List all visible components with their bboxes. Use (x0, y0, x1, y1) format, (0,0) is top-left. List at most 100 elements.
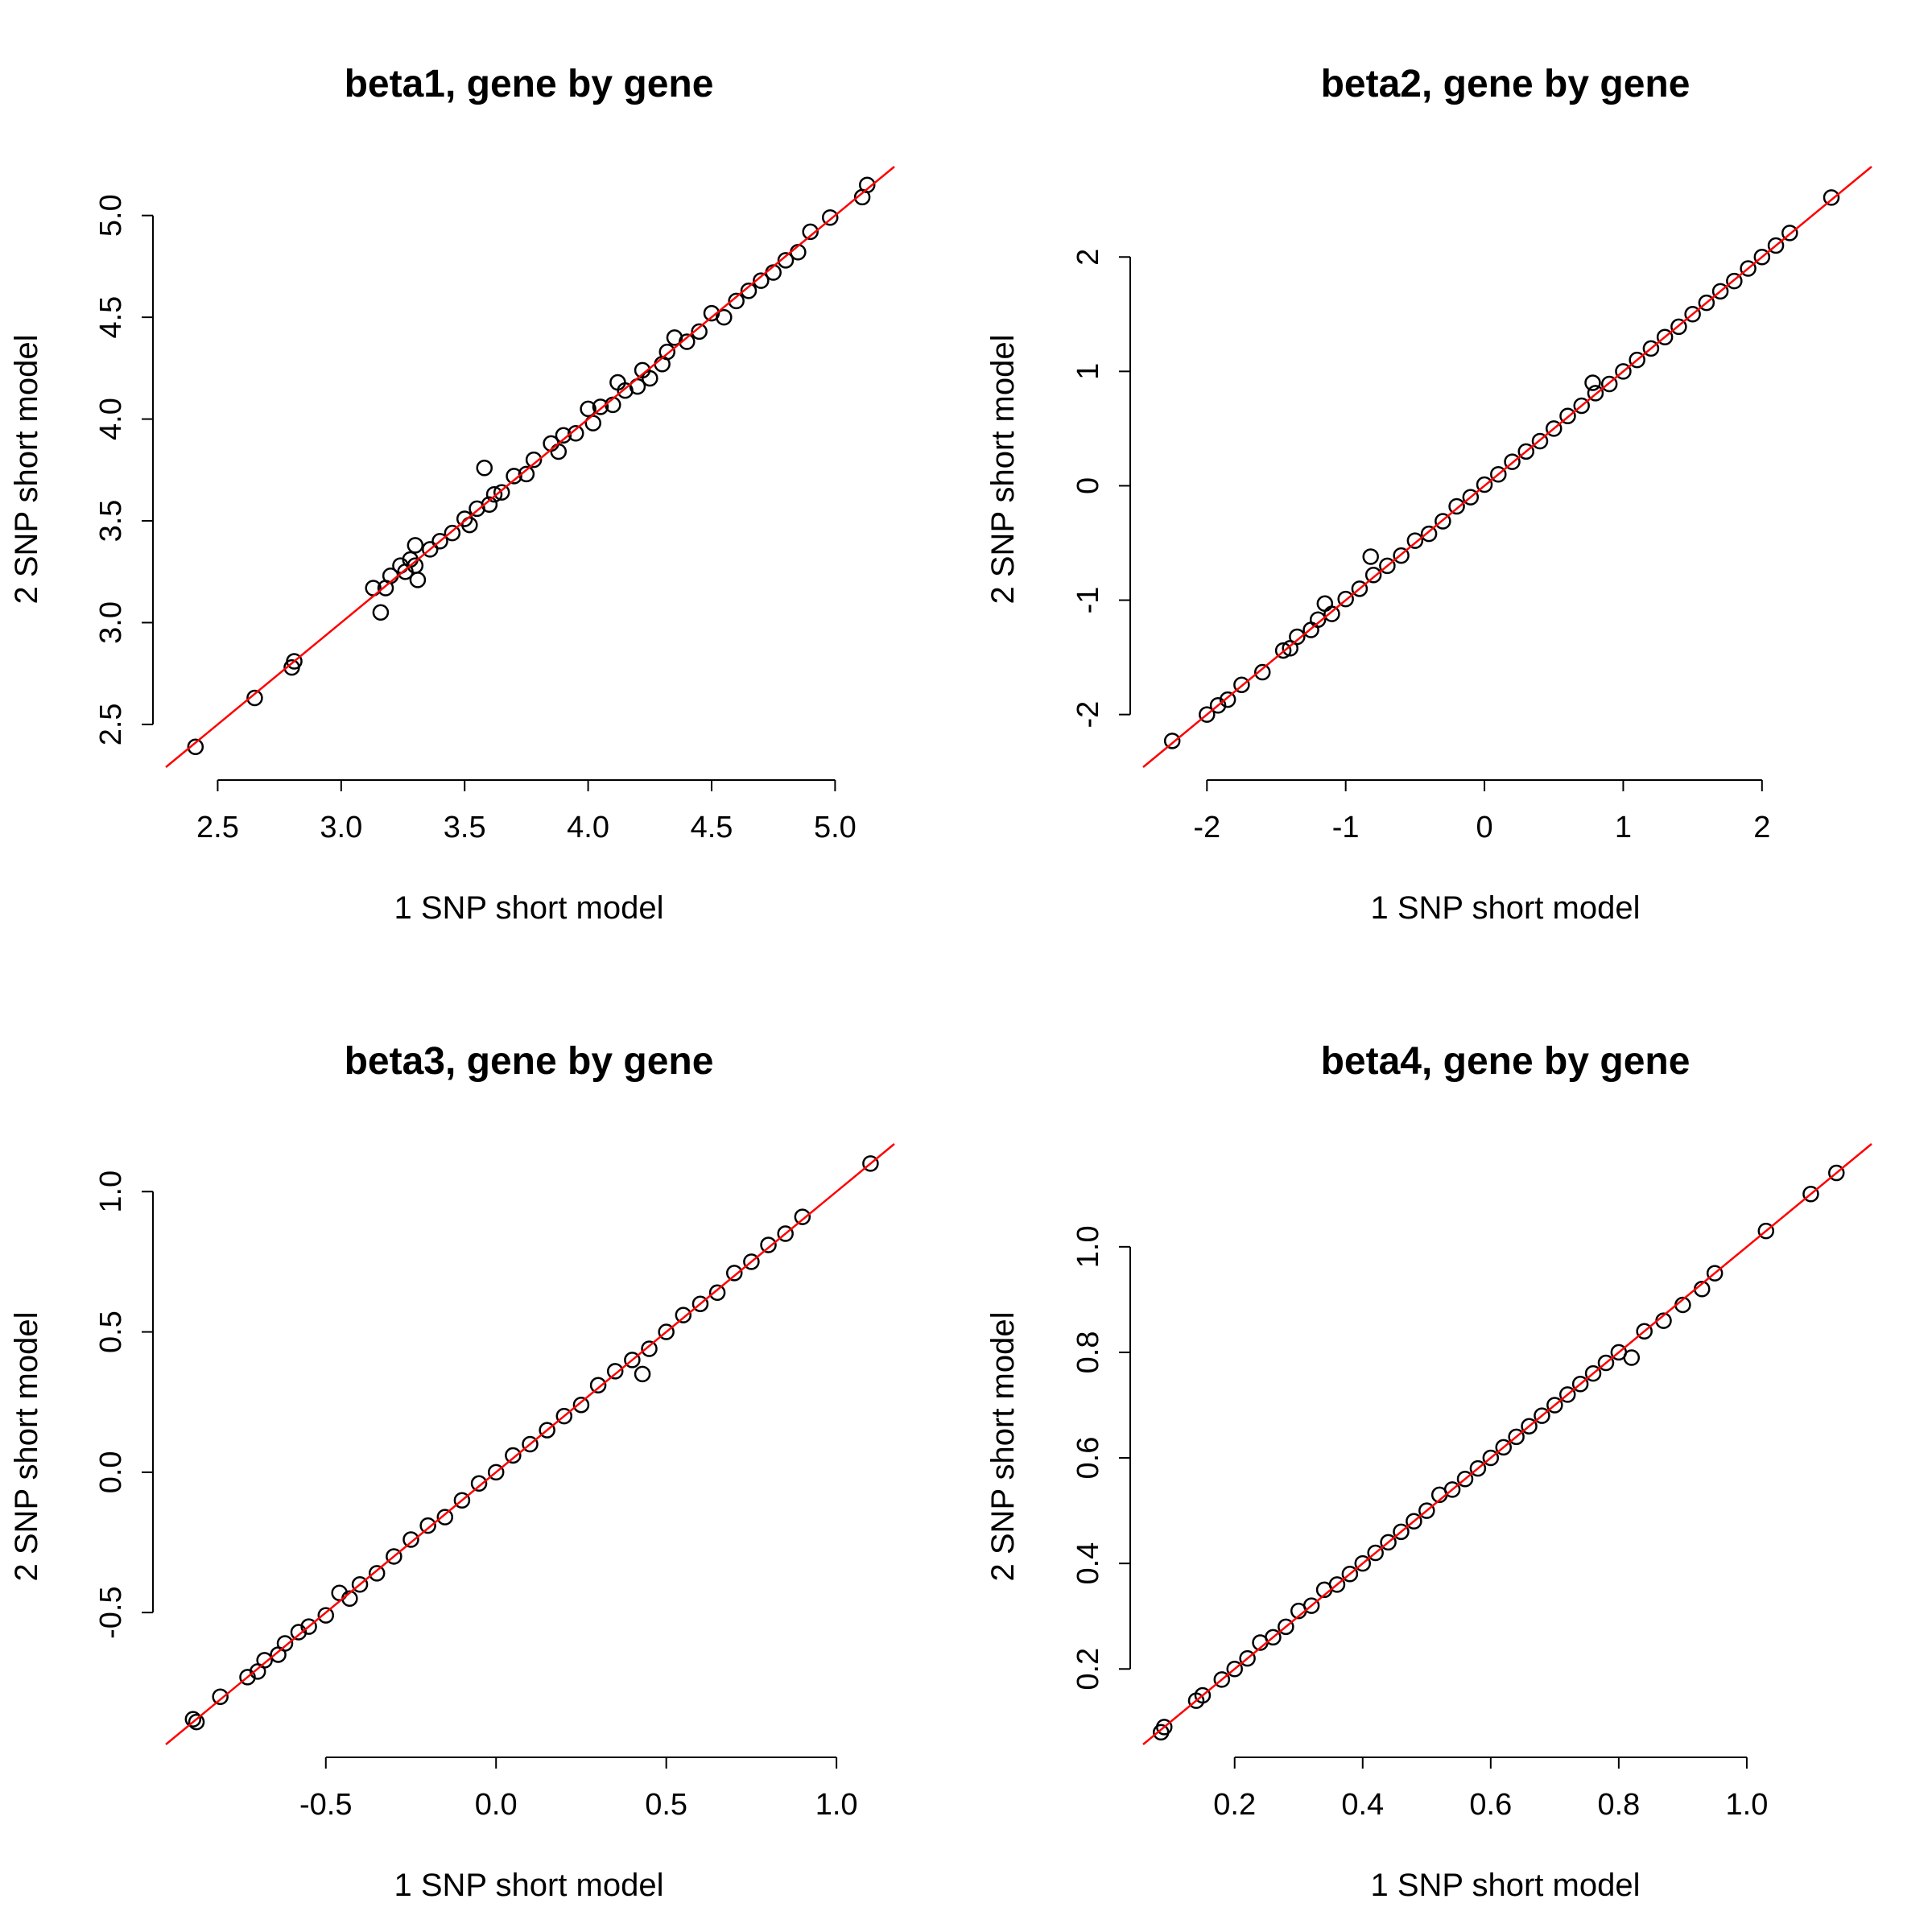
data-point (317, 1607, 335, 1624)
data-point (1462, 489, 1480, 506)
data-point (592, 398, 609, 415)
reference-line (165, 166, 895, 768)
data-point (187, 738, 204, 755)
data-point (1545, 420, 1563, 437)
data-point (481, 496, 498, 514)
y-tick-label: 4.5 (94, 296, 128, 339)
data-point (1213, 1671, 1231, 1688)
y-tick-label: -1 (1071, 587, 1105, 614)
data-point (1823, 189, 1840, 206)
data-point (1740, 260, 1757, 277)
data-point (402, 1531, 419, 1548)
x-tick-label: 2.5 (196, 811, 239, 844)
x-tick-label: -2 (1193, 811, 1220, 844)
data-point (691, 1295, 709, 1312)
x-axis-title: 1 SNP short model (394, 890, 664, 926)
reference-line (165, 1143, 895, 1745)
y-axis-title: 2 SNP short model (985, 335, 1021, 605)
data-point (1253, 663, 1271, 681)
axes: -0.5 0.0 0.5 1.0 -0.5 0.0 0.5 1.0 (94, 1170, 858, 1822)
data-point (760, 1236, 777, 1253)
data-point (1636, 1323, 1653, 1340)
x-tick-label: 2 (1753, 811, 1770, 844)
data-point (1406, 1513, 1422, 1530)
y-tick-label: 2 (1071, 249, 1105, 266)
y-tick-label: 2.5 (94, 703, 128, 745)
data-point (377, 580, 394, 597)
data-point (1534, 1407, 1550, 1424)
data-point (740, 283, 758, 299)
data-point (1155, 1719, 1173, 1736)
data-point (1163, 733, 1181, 749)
x-tick-label: -1 (1332, 811, 1360, 844)
data-point (1316, 595, 1334, 613)
data-point (572, 1396, 590, 1414)
x-tick-label: -0.5 (299, 1788, 352, 1822)
plot-area (165, 166, 895, 768)
data-point (1380, 1534, 1397, 1551)
x-tick-label: 4.0 (567, 811, 609, 844)
data-point (1587, 385, 1604, 402)
data-point (487, 1463, 505, 1481)
data-point (1351, 580, 1368, 597)
data-point (1239, 1649, 1256, 1667)
data-point (1274, 642, 1292, 659)
data-point (568, 425, 584, 442)
x-tick-label: 5.0 (814, 811, 857, 844)
data-point (212, 1688, 229, 1705)
panel-title: beta1, gene by gene (345, 63, 714, 105)
data-point (1226, 1661, 1243, 1678)
y-axis-title: 2 SNP short model (9, 335, 44, 605)
data-point (505, 1447, 522, 1464)
data-point (506, 468, 522, 485)
x-tick-label: 3.5 (444, 811, 486, 844)
plot-area (1142, 1143, 1872, 1745)
data-point (1435, 513, 1451, 530)
data-point (422, 541, 439, 558)
data-point (1656, 328, 1674, 345)
data-point (1406, 532, 1424, 549)
y-tick-label: 5.0 (94, 194, 128, 237)
data-point (436, 1509, 454, 1525)
data-point (1233, 676, 1250, 693)
x-tick-label: 1.0 (1726, 1788, 1769, 1822)
x-tick-label: 3.0 (320, 811, 362, 844)
data-point (1629, 351, 1645, 369)
data-point (300, 1618, 317, 1635)
panel-title: beta3, gene by gene (345, 1040, 714, 1083)
data-point (821, 208, 839, 226)
data-point (1341, 1566, 1359, 1583)
plot-area (1142, 166, 1872, 768)
data-point (407, 557, 424, 574)
reference-line (1142, 166, 1872, 768)
data-point (777, 252, 795, 269)
data-point (1584, 374, 1601, 391)
y-tick-label: 0.6 (1071, 1437, 1105, 1480)
data-point (1302, 1597, 1320, 1614)
data-point (419, 1517, 436, 1534)
y-tick-label: 3.5 (94, 500, 128, 543)
x-tick-label: 0.4 (1341, 1788, 1384, 1822)
data-point (1367, 1544, 1384, 1562)
y-tick-label: 0.4 (1071, 1542, 1105, 1585)
data-point (1393, 547, 1410, 564)
data-point (1517, 443, 1535, 460)
y-tick-label: 3.0 (94, 601, 128, 644)
data-point (485, 485, 503, 503)
data-point (1546, 1397, 1563, 1414)
data-point (1362, 548, 1379, 565)
x-tick-label: 0 (1476, 811, 1492, 844)
data-point (1265, 1629, 1282, 1646)
data-point (246, 689, 263, 707)
data-point (431, 533, 448, 550)
data-point (1495, 1439, 1512, 1456)
axes: -2 -1 0 1 2 -2 -1 0 1 2 (1071, 249, 1770, 844)
y-axis-title: 2 SNP short model (985, 1312, 1021, 1582)
y-tick-label: 1 (1071, 363, 1105, 380)
data-point (1448, 497, 1465, 515)
data-point (859, 176, 876, 194)
data-point (522, 1435, 539, 1453)
data-point (1623, 1349, 1641, 1366)
